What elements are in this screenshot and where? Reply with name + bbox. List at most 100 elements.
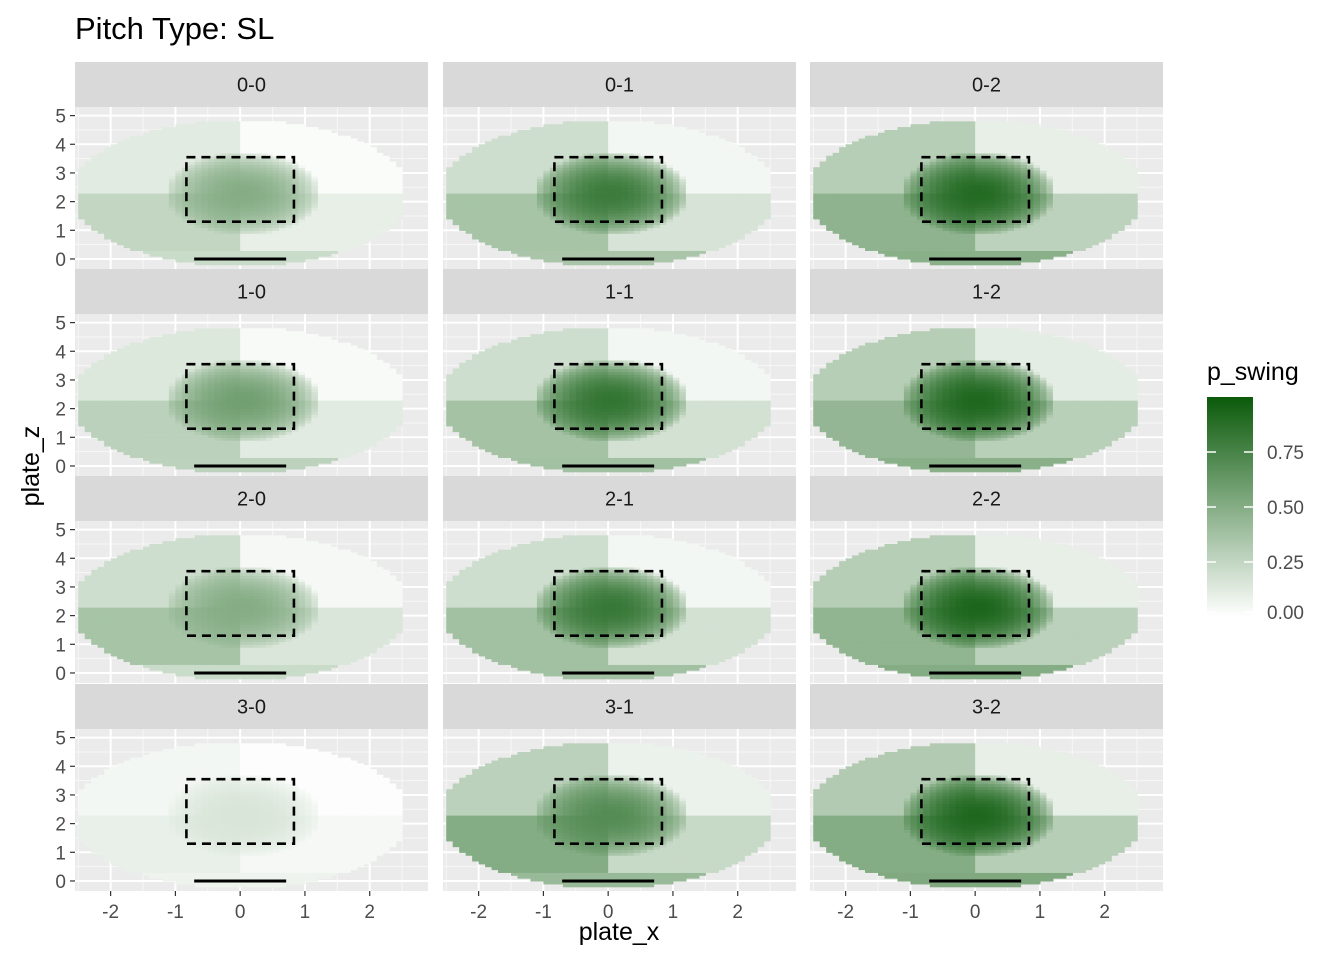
heat-tile — [660, 124, 667, 127]
heat-tile — [78, 167, 85, 170]
heat-tile — [530, 127, 537, 130]
heat-tile — [846, 144, 853, 147]
y-tick-label: 3 — [55, 164, 66, 185]
facet-strip-label: 0-0 — [237, 75, 266, 97]
heat-tile — [608, 121, 615, 124]
heat-tile — [524, 130, 531, 133]
heat-tile — [195, 121, 202, 124]
heat-tile — [188, 124, 195, 127]
heat-tile — [813, 167, 820, 170]
heat-tile — [705, 136, 712, 139]
heat-tile — [666, 124, 673, 127]
heat-tile — [286, 124, 293, 127]
heat-tile — [389, 161, 396, 164]
heat-tile — [156, 130, 163, 133]
heat-tile — [738, 147, 745, 150]
heat-tile — [117, 141, 124, 144]
heat-tile — [686, 130, 693, 133]
heat-tile — [833, 153, 840, 156]
heat-tile — [85, 161, 92, 164]
y-tick-label: 0 — [55, 250, 66, 271]
heat-tile — [634, 121, 641, 124]
heat-tile — [363, 144, 370, 147]
heat-tile — [923, 124, 930, 127]
heat-tile — [589, 121, 596, 124]
heat-tile — [305, 127, 312, 130]
heat-tile — [311, 127, 318, 130]
heat-tile — [569, 121, 576, 124]
heat-tile — [859, 139, 866, 142]
y-tick-label: 4 — [55, 135, 66, 156]
y-tick-label: 2 — [55, 193, 66, 214]
heat-tile — [175, 124, 182, 127]
facet-panel: 0-2 — [810, 62, 1163, 269]
heat-tile — [712, 136, 719, 139]
heat-tile — [344, 136, 351, 139]
heat-tile — [910, 124, 917, 127]
heat-tile — [124, 139, 131, 142]
heat-tile — [878, 133, 885, 136]
heat-tile — [98, 153, 105, 156]
heat-tile — [757, 161, 764, 164]
heat-tile — [240, 121, 247, 124]
heat-tile — [260, 121, 267, 124]
heat-tile — [641, 121, 648, 124]
facet-panel: 0-1 — [443, 62, 796, 269]
heat-tile — [563, 121, 570, 124]
heat-tile — [91, 156, 98, 159]
heat-tile — [201, 121, 208, 124]
heat-tile — [472, 147, 479, 150]
heat-tile — [511, 133, 518, 136]
heat-tile — [820, 161, 827, 164]
heat-tile — [292, 124, 299, 127]
heat-tile — [137, 136, 144, 139]
heat-tile — [654, 124, 661, 127]
heat-tile — [517, 130, 524, 133]
heat-tile — [214, 121, 221, 124]
heat-tile — [466, 153, 473, 156]
heat-tile — [376, 153, 383, 156]
heat-tile — [162, 127, 169, 130]
heat-tile — [357, 141, 364, 144]
facet-strip-label: 0-2 — [972, 75, 1001, 97]
heat-tile — [679, 127, 686, 130]
heat-tile — [582, 121, 589, 124]
heat-tile — [279, 121, 286, 124]
heat-tile — [744, 153, 751, 156]
heat-tile — [337, 136, 344, 139]
heat-tile — [699, 133, 706, 136]
heat-tile — [247, 121, 254, 124]
heat-tile — [731, 144, 738, 147]
heat-tile — [556, 124, 563, 127]
heat-tile — [383, 156, 390, 159]
facet-strip-label: 0-1 — [605, 75, 634, 97]
heat-tile — [576, 121, 583, 124]
heat-tile — [917, 124, 924, 127]
heat-tile — [904, 127, 911, 130]
y-tick-label: 5 — [55, 107, 66, 128]
heat-tile — [266, 121, 273, 124]
heat-tile — [350, 139, 357, 142]
heat-tile — [891, 130, 898, 133]
heat-tile — [718, 139, 725, 142]
heat-tile — [505, 136, 512, 139]
heat-tile — [234, 121, 241, 124]
heat-tile — [253, 121, 260, 124]
heat-tile — [725, 141, 732, 144]
heat-tile — [826, 156, 833, 159]
heat-tile — [208, 121, 215, 124]
heat-tile — [865, 136, 872, 139]
heat-tile — [621, 121, 628, 124]
heat-tile — [884, 130, 891, 133]
heat-tile — [602, 121, 609, 124]
heat-tile — [897, 127, 904, 130]
heat-tile — [370, 147, 377, 150]
heat-tile — [182, 124, 189, 127]
heat-tile — [537, 127, 544, 130]
heat-tile — [550, 124, 557, 127]
heat-tile — [104, 147, 111, 150]
heat-tile — [839, 147, 846, 150]
heat-tile — [331, 133, 338, 136]
heat-tile — [273, 121, 280, 124]
